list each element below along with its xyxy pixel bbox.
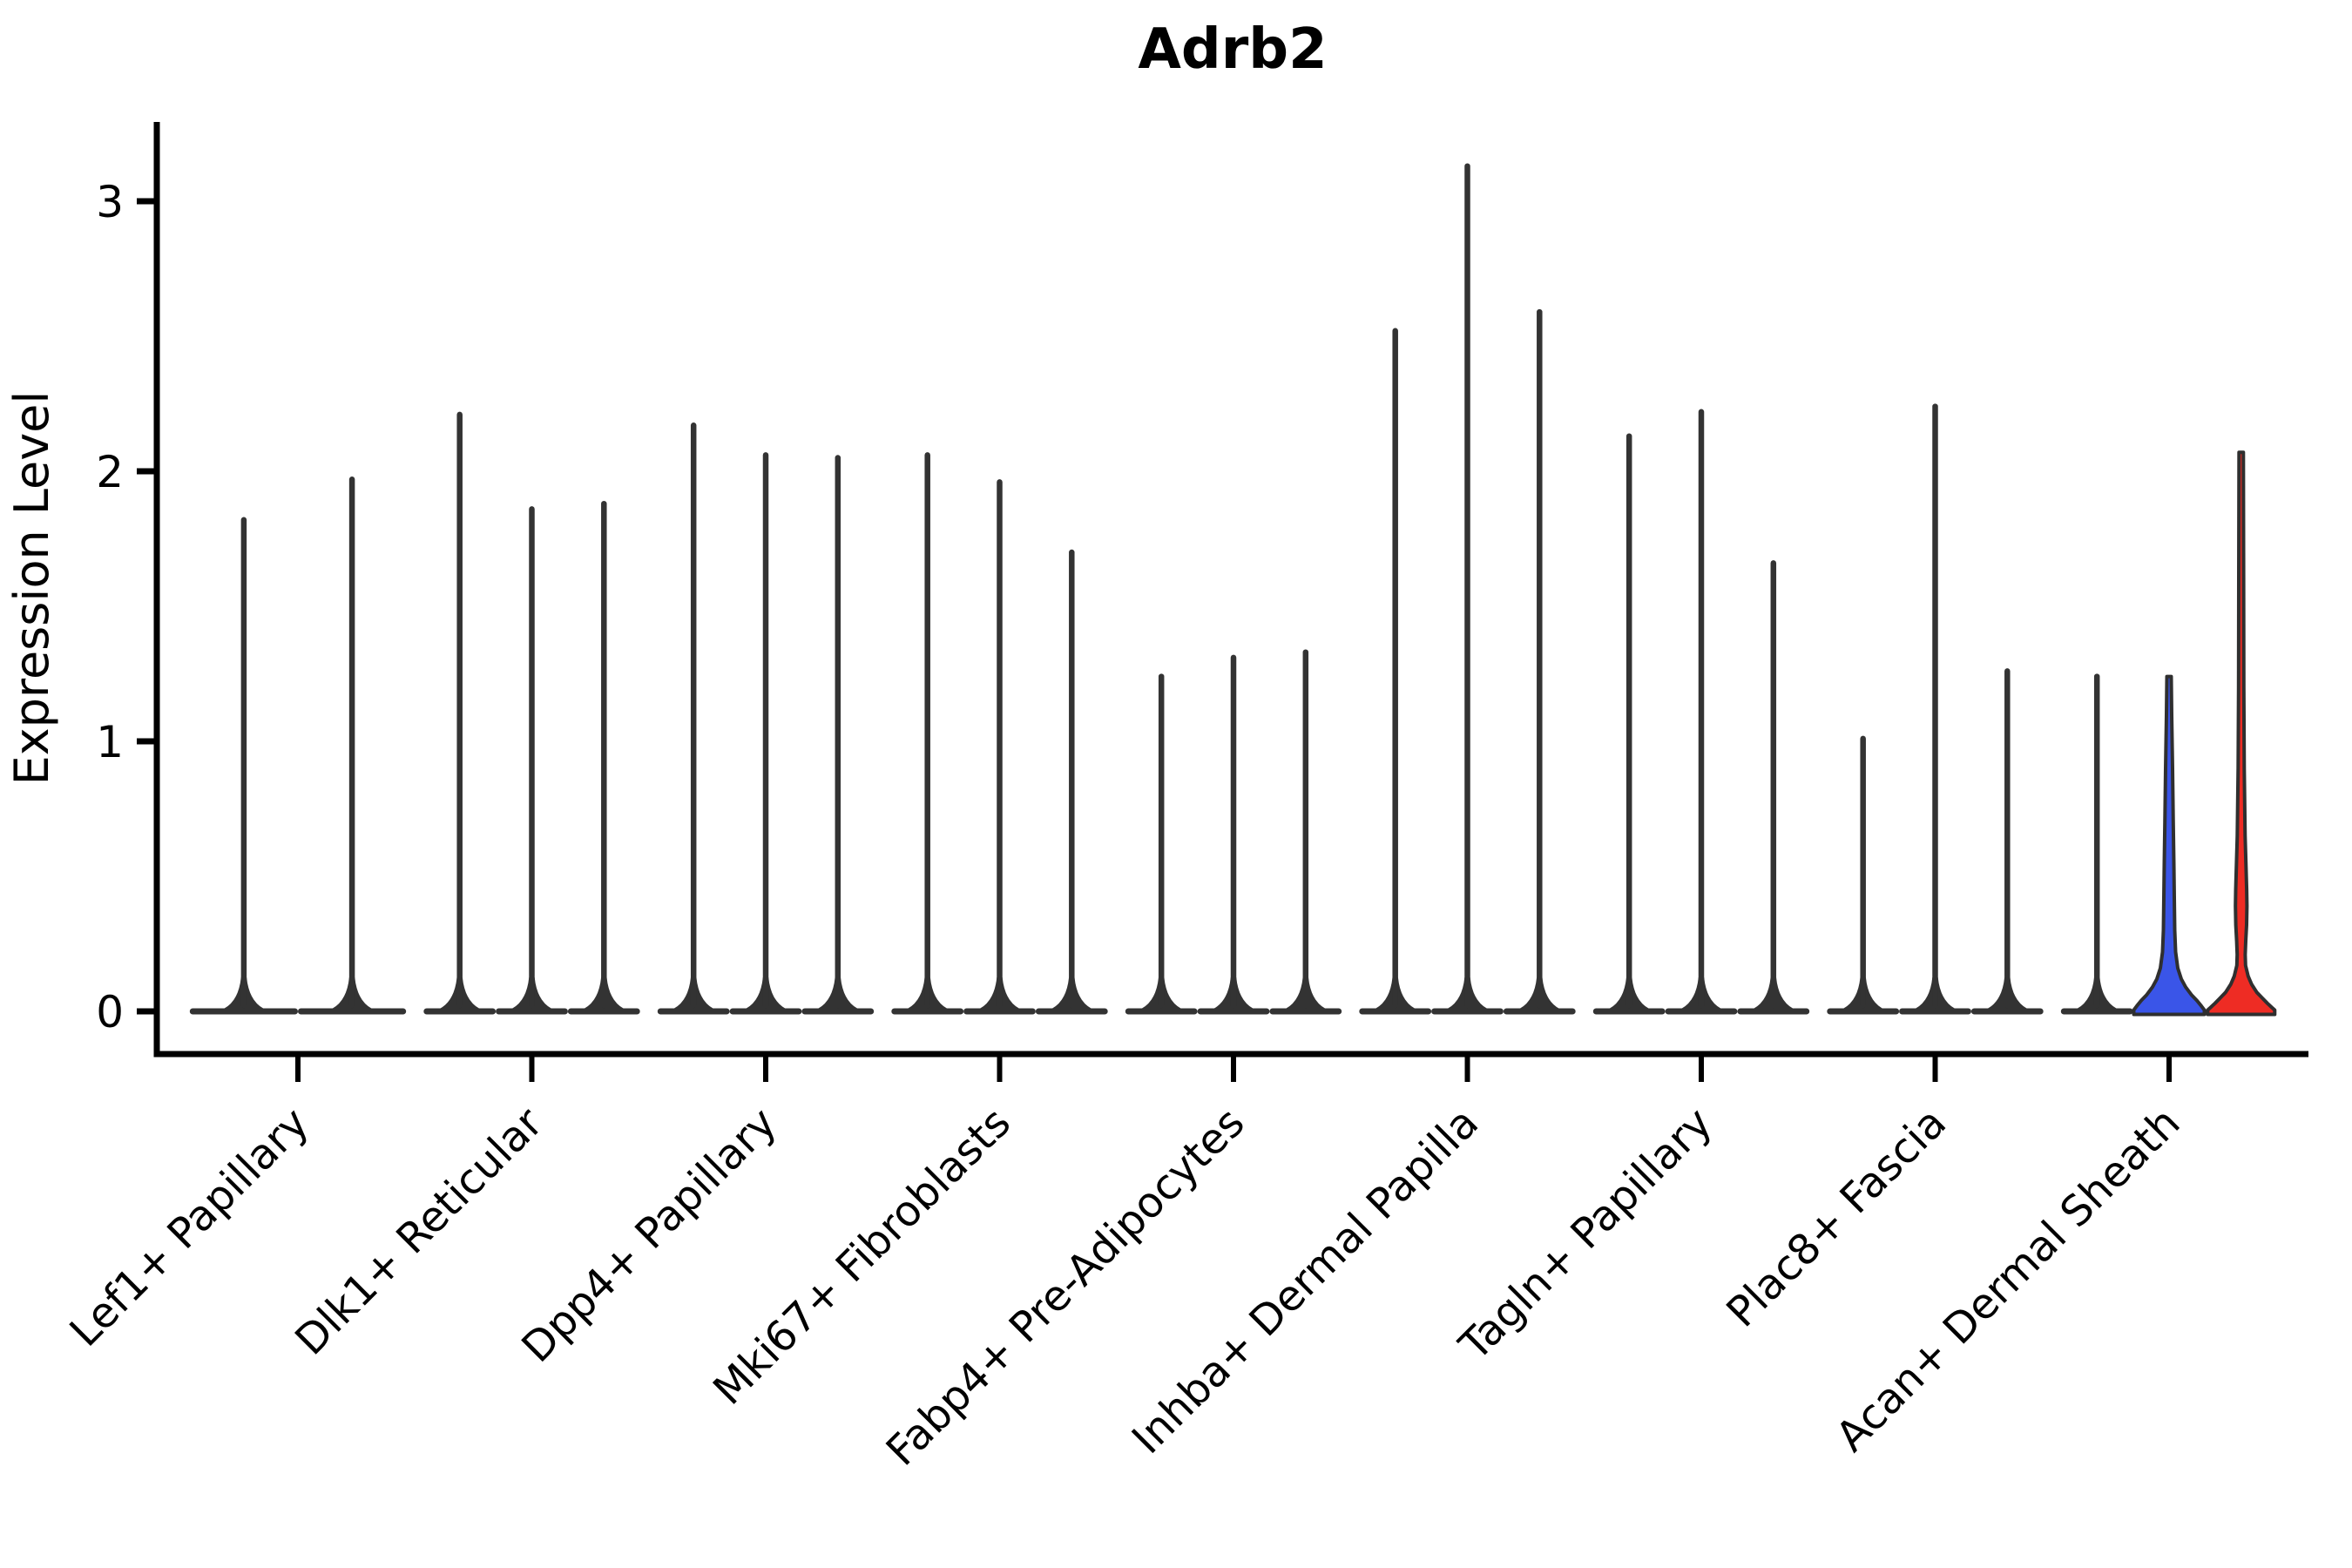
violin-base bbox=[1592, 1008, 1666, 1015]
violin-base bbox=[1197, 1008, 1270, 1015]
x-category-label: Plac8+ Fascia bbox=[1717, 1098, 1956, 1337]
violin-body bbox=[2206, 450, 2277, 1017]
violin-base bbox=[298, 1008, 407, 1015]
violin-base bbox=[2060, 1008, 2133, 1015]
violin-base bbox=[1737, 1008, 1810, 1015]
x-category-label: Dlk1+ Reticular bbox=[286, 1098, 552, 1365]
violin-base bbox=[1269, 1008, 1342, 1015]
violin-base bbox=[1899, 1008, 1971, 1015]
violin-base bbox=[891, 1008, 964, 1015]
chart-title: Adrb2 bbox=[1138, 17, 1327, 82]
violin-base bbox=[423, 1008, 497, 1015]
violin-base bbox=[1665, 1008, 1738, 1015]
violin-base bbox=[1035, 1008, 1108, 1015]
x-category-label: Dpp4+ Papillary bbox=[512, 1098, 786, 1372]
violin-base bbox=[1125, 1008, 1198, 1015]
x-category-label: Tagln+ Papillary bbox=[1450, 1098, 1721, 1370]
violin-base bbox=[1503, 1008, 1576, 1015]
y-axis-label: Expression Level bbox=[4, 391, 59, 786]
violin-base bbox=[963, 1008, 1036, 1015]
violin-base bbox=[729, 1008, 802, 1015]
violin-base bbox=[1431, 1008, 1504, 1015]
y-tick-label: 3 bbox=[96, 177, 124, 227]
violin-base bbox=[1827, 1008, 1900, 1015]
violin-base bbox=[657, 1008, 730, 1015]
violin-body bbox=[2132, 674, 2207, 1017]
y-tick-label: 2 bbox=[96, 447, 124, 497]
violin-base bbox=[496, 1008, 568, 1015]
x-category-label: Lef1+ Papillary bbox=[61, 1098, 319, 1356]
y-tick-label: 0 bbox=[96, 987, 124, 1037]
violin-base bbox=[567, 1008, 640, 1015]
violin-base bbox=[1359, 1008, 1432, 1015]
axes-layer bbox=[137, 122, 2308, 1082]
violins-layer bbox=[189, 163, 2277, 1017]
violin-base bbox=[1970, 1008, 2044, 1015]
violin-base bbox=[189, 1008, 298, 1015]
violin-base bbox=[801, 1008, 875, 1015]
y-tick-label: 1 bbox=[96, 717, 124, 767]
